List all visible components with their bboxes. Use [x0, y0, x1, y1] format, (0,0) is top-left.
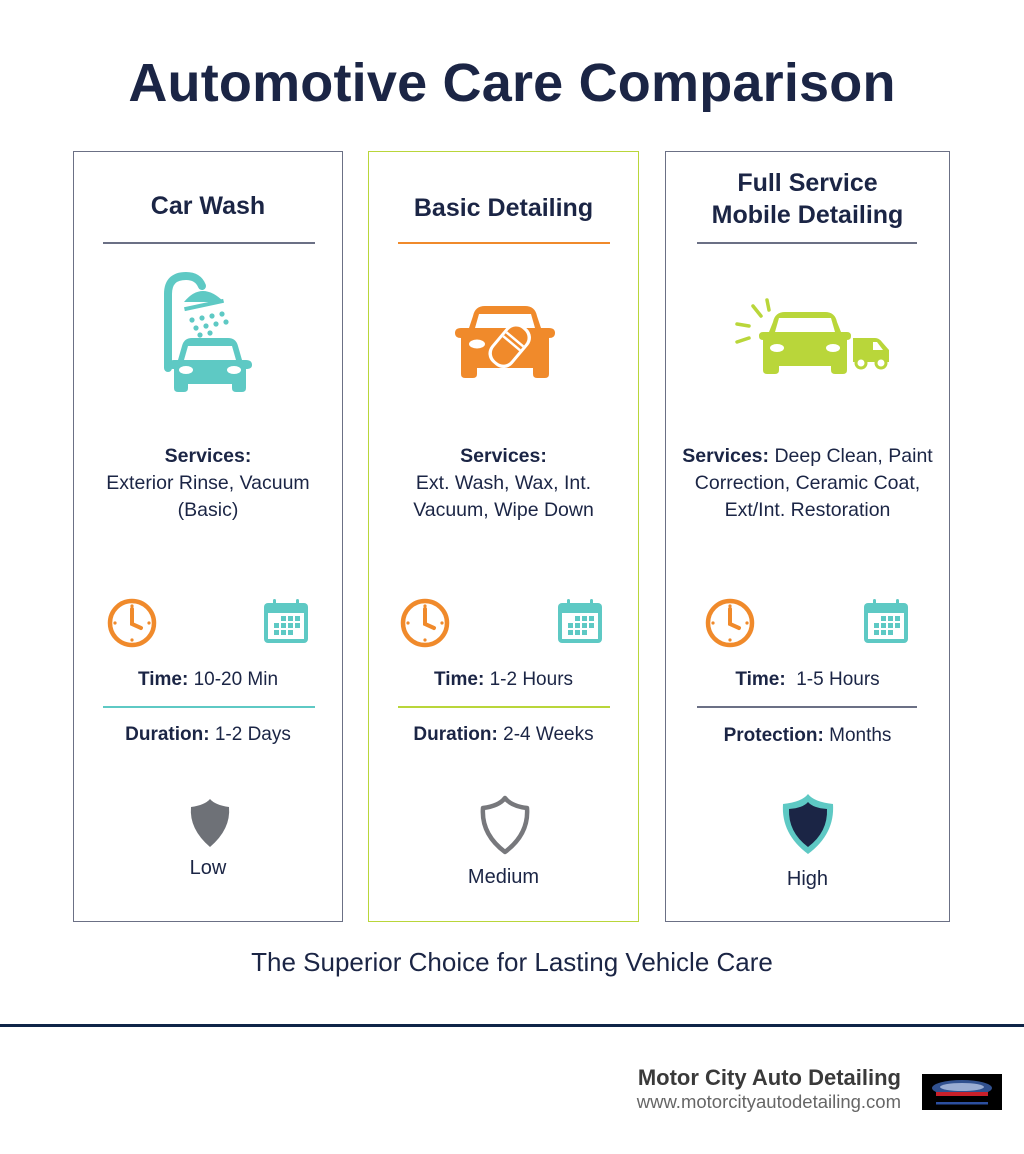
shield-high-icon: [782, 794, 834, 854]
card-car-wash: Car Wash Services: Exterior Rinse, Vacuu…: [73, 151, 343, 922]
car-wash-shower-icon: [164, 272, 252, 392]
time-info: Time: 1-2 Hours: [433, 669, 574, 690]
time-info: Time: 1-5 Hours: [735, 669, 880, 690]
clock-icon: [400, 598, 450, 648]
calendar-icon: [264, 599, 308, 643]
duration-info: Duration: 2-4 Weeks: [413, 724, 594, 745]
clock-icon: [107, 598, 157, 648]
divider: [697, 242, 917, 244]
services-description: Services: Ext. Wash, Wax, Int. Vacuum, W…: [413, 445, 594, 521]
card-basic-detailing: Basic Detailing Services: Ext. Wash, Wax…: [368, 151, 639, 922]
protection-level: Medium: [467, 866, 540, 888]
car-van-mobile-icon: [735, 298, 889, 374]
clock-icon: [705, 598, 755, 648]
divider: [103, 242, 315, 244]
duration-info: Duration: 1-2 Days: [125, 724, 291, 745]
card-full-service-mobile-detailing: Full Service Mobile Detailing Services: …: [665, 151, 950, 922]
divider: [398, 706, 610, 708]
brand-url[interactable]: www.motorcityautodetailing.com: [636, 1091, 901, 1112]
page-title: Automotive Care Comparison: [128, 53, 896, 113]
services-description: Services: Deep Clean, Paint Correction, …: [682, 445, 933, 521]
calendar-icon: [558, 599, 602, 643]
card-title: Basic Detailing: [413, 194, 594, 222]
services-description: Services: Exterior Rinse, Vacuum (Basic): [106, 445, 310, 521]
calendar-icon: [864, 599, 908, 643]
protection-info: Protection: Months: [723, 725, 892, 746]
shield-medium-icon: [480, 795, 530, 855]
car-polish-icon: [455, 306, 555, 378]
protection-level: High: [786, 868, 829, 890]
brand-block: Motor City Auto Detailing www.motorcitya…: [637, 1065, 901, 1113]
brand-name: Motor City Auto Detailing: [637, 1065, 901, 1090]
divider: [398, 242, 610, 244]
footer-divider: [0, 1024, 1024, 1027]
divider: [103, 706, 315, 708]
motor-city-logo-icon: [922, 1074, 1002, 1110]
divider: [697, 706, 917, 708]
shield-low-icon: [190, 799, 230, 847]
card-title: Car Wash: [150, 192, 266, 220]
tagline: The Superior Choice for Lasting Vehicle …: [251, 947, 773, 977]
time-info: Time: 10-20 Min: [137, 669, 279, 690]
protection-level: Low: [189, 857, 227, 879]
card-title: Full Service Mobile Detailing: [711, 169, 904, 229]
